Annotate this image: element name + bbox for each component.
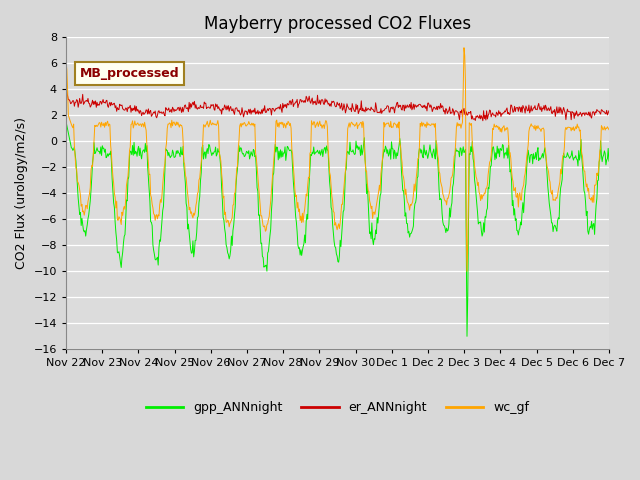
gpp_ANNnight [419,155,427,161]
gpp_ANNnight [183,204,191,210]
wc_gf [460,45,468,50]
er_ANNnight [212,101,220,107]
er_ANNnight [605,108,612,114]
Line: er_ANNnight: er_ANNnight [66,89,609,120]
wc_gf [463,268,471,274]
gpp_ANNnight [128,152,136,157]
Line: gpp_ANNnight: gpp_ANNnight [66,122,609,336]
wc_gf [62,59,70,65]
wc_gf [212,122,220,128]
gpp_ANNnight [62,119,70,125]
gpp_ANNnight [72,158,80,164]
gpp_ANNnight [212,144,220,150]
wc_gf [183,183,191,189]
wc_gf [72,165,80,171]
gpp_ANNnight [403,221,411,227]
er_ANNnight [62,86,70,92]
Legend: gpp_ANNnight, er_ANNnight, wc_gf: gpp_ANNnight, er_ANNnight, wc_gf [141,396,534,419]
wc_gf [128,121,136,127]
er_ANNnight [128,105,136,111]
wc_gf [605,127,612,132]
gpp_ANNnight [605,158,612,164]
er_ANNnight [183,106,191,111]
er_ANNnight [403,102,411,108]
Line: wc_gf: wc_gf [66,48,609,271]
wc_gf [403,199,411,205]
gpp_ANNnight [463,334,471,339]
er_ANNnight [479,118,486,123]
er_ANNnight [419,103,427,108]
Title: Mayberry processed CO2 Fluxes: Mayberry processed CO2 Fluxes [204,15,471,33]
Y-axis label: CO2 Flux (urology/m2/s): CO2 Flux (urology/m2/s) [15,117,28,269]
Text: MB_processed: MB_processed [79,67,179,80]
wc_gf [419,120,427,126]
er_ANNnight [72,99,80,105]
